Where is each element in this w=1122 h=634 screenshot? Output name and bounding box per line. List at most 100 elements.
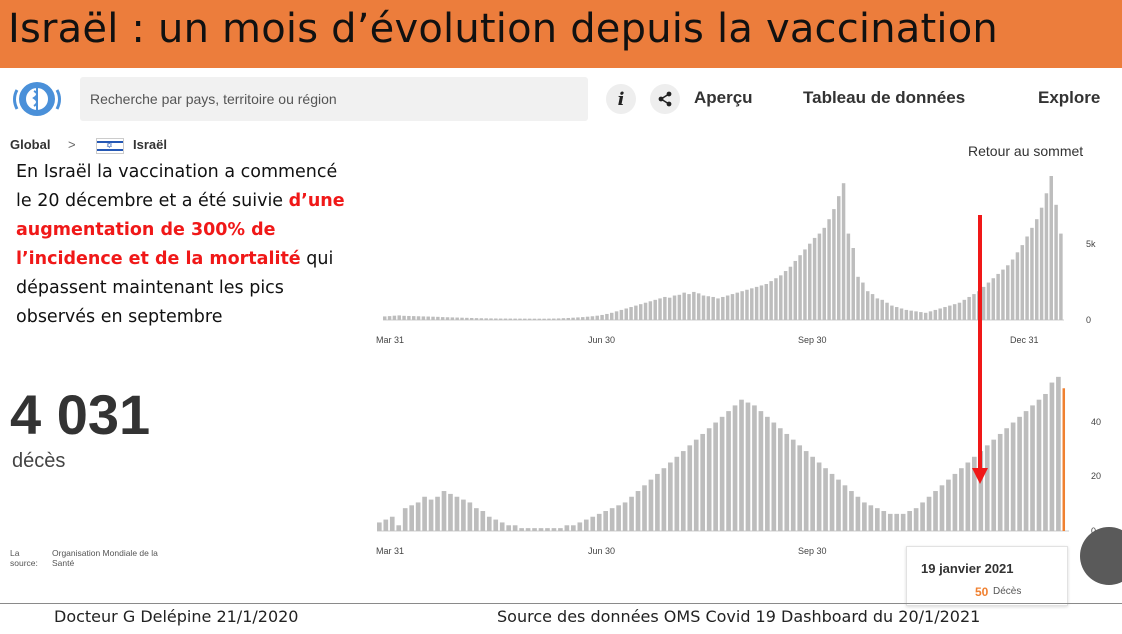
chart-bar — [758, 411, 764, 531]
chart-bar — [740, 291, 744, 320]
chart-bar — [527, 318, 532, 320]
chart-bar — [907, 511, 912, 531]
chart-bar — [997, 433, 1003, 531]
chart-bar — [595, 315, 599, 320]
nav-apercu[interactable]: Aperçu — [694, 88, 753, 107]
chart-bar — [732, 405, 738, 531]
chart-bar — [1020, 245, 1025, 320]
chart-bar — [448, 493, 453, 531]
chart-bar — [422, 496, 427, 531]
chart-bar — [991, 278, 996, 320]
chart-bar — [716, 298, 720, 320]
chart-bar — [946, 479, 951, 531]
chart-bar — [397, 315, 401, 320]
chart-bar — [861, 282, 865, 320]
chart-bar — [784, 433, 790, 531]
search-input[interactable]: Recherche par pays, territoire ou région — [90, 91, 337, 107]
y-tick-label: 0 — [1086, 315, 1091, 325]
cases-chart: Mar 31 Jun 30 Sep 30 Dec 31 0 5k — [376, 176, 1096, 345]
deaths-total: 4 031 — [10, 383, 151, 446]
chart-bar — [933, 309, 938, 320]
title-banner: Israël : un mois d’évolution depuis la v… — [0, 0, 1122, 68]
chart-bar — [558, 528, 563, 531]
y-tick-label: 5k — [1086, 239, 1096, 249]
chart-bar — [700, 433, 706, 531]
chart-bar — [387, 316, 392, 320]
chart-bar — [981, 286, 986, 320]
chart-bar — [643, 302, 648, 320]
chart-bar — [571, 525, 576, 531]
chart-bar — [855, 496, 861, 531]
chart-bar — [948, 305, 952, 320]
nav-explore[interactable]: Explore — [1038, 88, 1101, 107]
chart-bar — [1030, 405, 1035, 531]
annotation-arrow — [972, 215, 988, 484]
israel-flag-icon: ✡ — [96, 138, 124, 154]
chart-bar — [407, 315, 411, 320]
chart-bar — [926, 496, 932, 531]
chart-bar — [812, 237, 817, 320]
chart-bar — [1044, 193, 1049, 320]
chart-bar — [996, 273, 1000, 320]
chart-bar — [972, 294, 976, 320]
chart-bar — [696, 293, 701, 320]
who-logo[interactable] — [8, 76, 66, 122]
tooltip-label: Décès — [993, 586, 1022, 597]
chart-bar — [396, 525, 402, 531]
chart-bar — [984, 445, 990, 531]
nav-tableau[interactable]: Tableau de données — [803, 88, 966, 107]
chart-bar — [894, 307, 899, 320]
chart-bar — [849, 491, 854, 531]
chart-bar — [967, 296, 971, 320]
chart-bar — [622, 502, 628, 531]
share-icon[interactable] — [650, 84, 680, 114]
chart-bar — [389, 516, 395, 531]
chart-bar — [409, 505, 414, 531]
chart-bar — [919, 312, 923, 320]
chart-bar — [913, 508, 919, 531]
chart-bar — [494, 318, 498, 320]
chart-bar — [711, 296, 715, 320]
tooltip-date: 19 janvier 2021 — [921, 561, 1014, 576]
back-to-top-link[interactable]: Retour au sommet — [968, 143, 1084, 159]
chart-bar — [508, 318, 513, 320]
chart-bar — [561, 318, 566, 320]
search-bar[interactable]: Recherche par pays, territoire ou région — [80, 77, 588, 121]
chart-bar — [726, 411, 731, 531]
overlay-line-4a: l’incidence et de la mortalité — [16, 249, 301, 269]
breadcrumb-global[interactable]: Global — [10, 137, 51, 152]
chart-bar — [1006, 265, 1010, 320]
chart-bar — [1056, 376, 1061, 531]
chart-bar — [392, 315, 397, 320]
chart-bar — [682, 292, 686, 320]
chart-bar — [416, 316, 421, 320]
chart-bar — [455, 317, 459, 320]
breadcrumb-separator: > — [68, 137, 76, 152]
chart-bar — [532, 318, 537, 320]
chart-bar — [957, 302, 962, 320]
chart-bar — [841, 183, 846, 320]
info-icon[interactable]: i — [606, 84, 636, 114]
chart-bar — [978, 451, 984, 531]
chart-bar — [713, 422, 718, 531]
chart-bar — [1004, 428, 1009, 531]
source-org[interactable]: Organisation Mondiale de la Santé — [52, 548, 158, 568]
chart-bar — [730, 294, 735, 320]
chart-bar — [933, 491, 938, 531]
chart-bar — [619, 309, 624, 320]
chart-bar — [431, 316, 435, 320]
breadcrumb-country: Israël — [133, 137, 167, 152]
chat-icon[interactable] — [1080, 527, 1122, 585]
chart-bar — [965, 462, 971, 531]
chart-bar — [832, 209, 836, 320]
chart-bar — [661, 468, 667, 531]
chart-bar — [721, 296, 725, 320]
chart-bar — [538, 528, 544, 531]
chart-bar — [706, 428, 712, 531]
chart-bar — [890, 305, 894, 320]
tooltip-value: 50 — [975, 585, 989, 599]
chart-bar — [479, 318, 484, 320]
chart-bar — [648, 479, 654, 531]
chart-bar — [769, 281, 773, 320]
chart-bar — [674, 456, 680, 531]
